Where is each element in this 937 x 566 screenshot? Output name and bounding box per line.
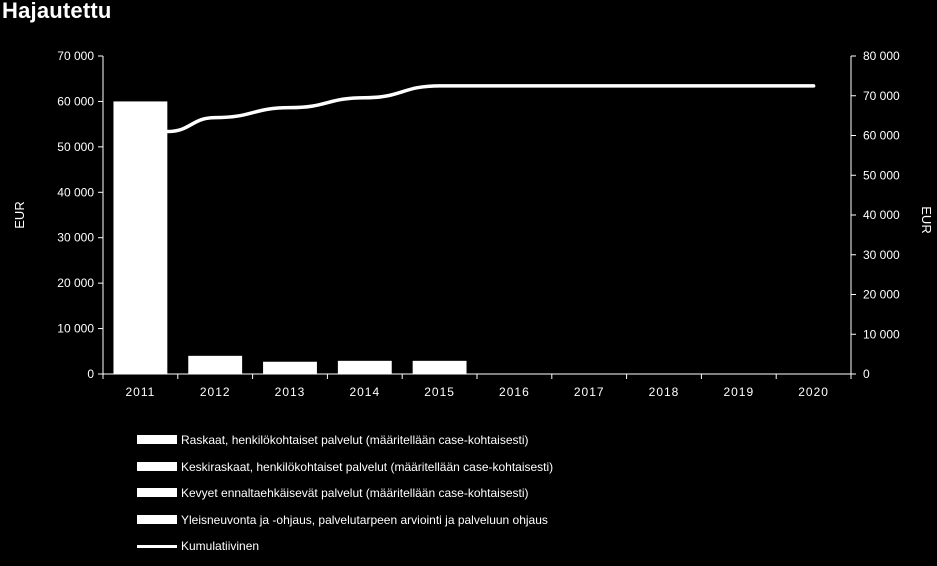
cumulative-point-2015 <box>438 84 442 88</box>
x-tick-label: 2016 <box>499 385 530 399</box>
cumulative-point-2011 <box>165 130 169 134</box>
x-tick-label: 2015 <box>424 385 455 399</box>
x-tick-label: 2020 <box>798 385 829 399</box>
legend-label: Raskaat, henkilökohtaiset palvelut (määr… <box>181 433 529 447</box>
chart-title: Hajautettu <box>2 0 112 23</box>
left-tick-label: 70 000 <box>57 49 94 63</box>
left-tick-label: 30 000 <box>57 231 94 245</box>
cumulative-point-2014 <box>363 96 367 100</box>
left-tick-label: 10 000 <box>57 322 94 336</box>
x-tick-label: 2018 <box>649 385 680 399</box>
legend-label: Yleisneuvonta ja -ohjaus, palvelutarpeen… <box>181 512 548 527</box>
x-tick-label: 2017 <box>574 385 605 399</box>
right-tick-label: 50 000 <box>863 168 900 182</box>
x-tick-label: 2011 <box>125 385 155 399</box>
cumulative-point-2017 <box>587 84 591 88</box>
legend-bar-swatch <box>137 435 177 444</box>
bar-2015-series-1 <box>412 360 467 374</box>
right-tick-label: 0 <box>863 367 870 381</box>
x-tick-label: 2019 <box>723 385 754 399</box>
left-tick-label: 40 000 <box>57 185 94 199</box>
combo-chart: 0 10 000 20 000 30 000 40 000 50 000 60 000 70 … <box>12 49 934 399</box>
right-tick-label: 10 000 <box>863 327 900 341</box>
legend-label: Keskiraskaat, henkilökohtaiset palvelut … <box>181 459 554 474</box>
cumulative-point-2013 <box>288 106 292 110</box>
bar-2011-series-1 <box>113 101 168 374</box>
right-tick-label: 40 000 <box>863 208 900 222</box>
bar-2013-series-1 <box>263 361 317 374</box>
cumulative-point-2016 <box>512 84 516 88</box>
cumulative-point-2018 <box>662 84 666 88</box>
legend-label: Kevyet ennaltaehkäisevät palvelut (määri… <box>181 486 529 500</box>
legend-bar-swatch <box>137 461 177 471</box>
right-tick-label: 60 000 <box>863 129 900 143</box>
x-tick-label: 2013 <box>275 385 306 399</box>
x-tick-label: 2012 <box>200 385 231 399</box>
cumulative-point-2012 <box>213 116 217 120</box>
legend-bar-swatch <box>137 488 177 497</box>
right-tick-label: 30 000 <box>863 248 900 262</box>
x-tick-label: 2014 <box>349 385 380 399</box>
left-tick-label: 20 000 <box>57 276 94 290</box>
legend-bar-swatch <box>137 514 177 524</box>
bar-2012-series-1 <box>188 355 243 374</box>
cumulative-line <box>165 84 816 134</box>
right-tick-label: 20 000 <box>863 288 900 302</box>
left-tick-label: 50 000 <box>57 140 94 154</box>
left-axis-label: EUR <box>12 201 27 228</box>
left-tick-label: 0 <box>87 367 94 381</box>
cumulative-point-2020 <box>812 84 816 88</box>
cumulative-point-2019 <box>737 84 741 88</box>
legend-label: Kumulatiivinen <box>181 539 260 553</box>
left-tick-label: 60 000 <box>57 94 94 108</box>
right-axis-label: EUR <box>919 206 934 233</box>
legend-line-swatch <box>137 545 177 548</box>
right-tick-label: 70 000 <box>863 89 900 103</box>
bar-2014-series-1 <box>337 360 392 374</box>
right-tick-label: 80 000 <box>863 49 900 63</box>
